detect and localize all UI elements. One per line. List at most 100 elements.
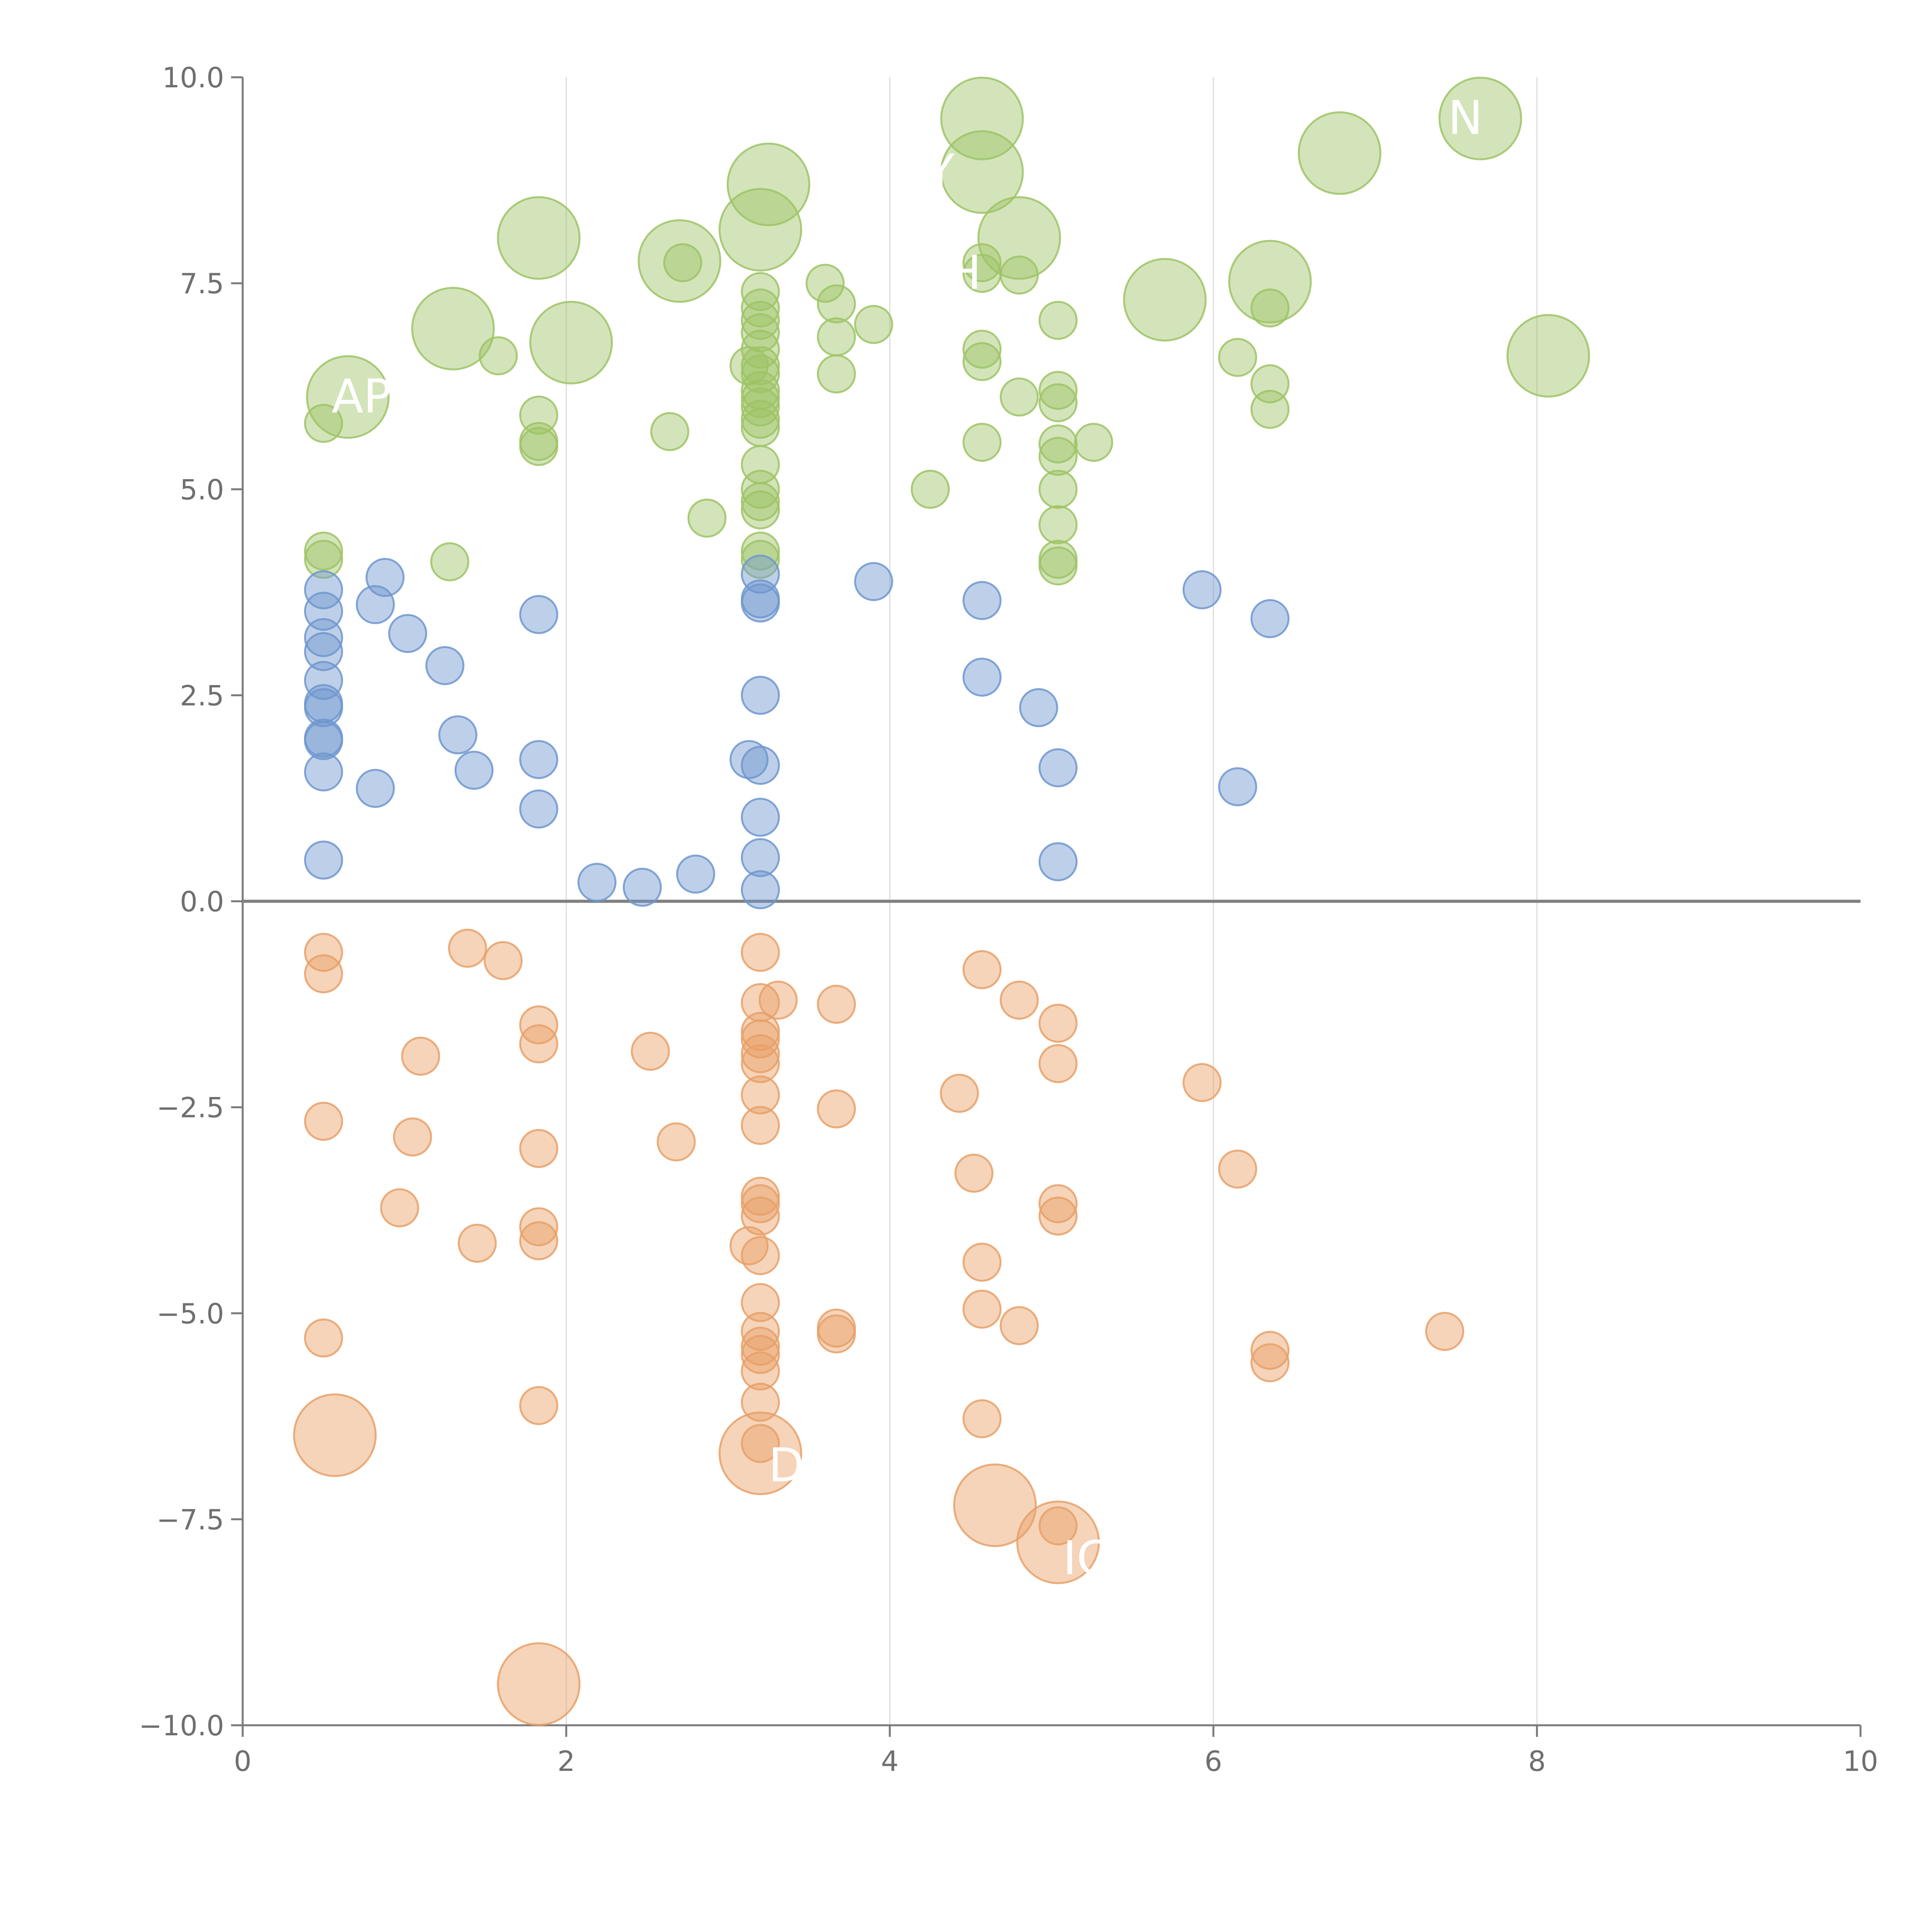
green-bubble <box>1038 383 1078 422</box>
x-tick-label: 10 <box>1843 1745 1878 1777</box>
green-bubble <box>1250 288 1290 328</box>
orange-bubble <box>519 1024 558 1063</box>
green-bubble <box>718 188 802 272</box>
orange-bubble <box>741 1351 780 1391</box>
orange-bubble <box>962 950 1002 989</box>
orange-bubble <box>817 985 856 1024</box>
orange-bubble <box>962 1243 1002 1282</box>
green-bubble <box>1000 377 1039 417</box>
orange-bubble <box>759 980 798 1020</box>
orange-bubble <box>1218 1150 1257 1189</box>
orange-bubble <box>304 933 343 972</box>
orange-bubble <box>718 1412 802 1495</box>
orange-bubble <box>401 1036 440 1076</box>
blue-bubble <box>304 752 343 792</box>
orange-bubble <box>741 1044 780 1083</box>
green-bubble <box>910 469 950 509</box>
blue-bubble <box>741 798 780 837</box>
orange-bubble <box>940 1073 979 1113</box>
green-bubble <box>1038 424 1078 464</box>
orange-bubble <box>1000 1306 1039 1345</box>
green-bubble <box>304 404 343 443</box>
green-bubble <box>529 301 613 384</box>
orange-bubble <box>817 1089 856 1129</box>
orange-bubble <box>519 1386 558 1425</box>
green-bubble <box>730 346 769 385</box>
green-bubble <box>663 243 702 282</box>
bubble-label: D <box>769 1439 804 1492</box>
green-bubble <box>1218 338 1257 377</box>
green-bubble <box>977 196 1061 280</box>
green-bubble <box>1506 314 1590 398</box>
green-bubble <box>1438 77 1522 160</box>
tick-labels: 10.0 7.5 5.0 2.5 0.0 −2.5 −5.0 −7.5 −10.0 0 2 4 6 8 10 <box>139 61 1878 1777</box>
orange-bubble <box>741 1106 780 1145</box>
orange-bubble <box>1250 1331 1290 1370</box>
blue-bubble <box>388 614 427 653</box>
x-tick-label: 6 <box>1204 1745 1222 1777</box>
orange-bubble <box>519 1207 558 1247</box>
blue-bubble <box>304 721 343 760</box>
green-bubble <box>1250 389 1290 429</box>
blue-bubble <box>304 618 343 657</box>
orange-bubble <box>954 1153 994 1193</box>
orange-bubble <box>741 1383 780 1422</box>
green-bubble <box>411 287 495 371</box>
y-tick-label: −7.5 <box>156 1503 224 1536</box>
green-bubble <box>1038 437 1078 476</box>
blue-bubble <box>962 657 1002 697</box>
blue-bubble <box>304 632 343 671</box>
green-bubble <box>817 284 856 323</box>
green-bubble <box>497 196 581 280</box>
blue-bubble <box>622 867 662 907</box>
bubble-label: H <box>946 247 981 300</box>
orange-bubble <box>741 1312 780 1351</box>
x-tick-label: 4 <box>881 1745 899 1777</box>
green-bubble <box>817 354 856 394</box>
orange-bubble <box>519 1129 558 1168</box>
bubble-label: N <box>1448 92 1483 145</box>
green-bubble <box>741 408 780 447</box>
orange-bubble <box>1038 1506 1078 1546</box>
green-bubble <box>741 490 780 530</box>
blue-bubble <box>1019 688 1058 727</box>
blue-bubble <box>304 840 343 880</box>
orange-bubble <box>1000 980 1039 1020</box>
blue-bubble <box>741 870 780 910</box>
green-bubble <box>726 143 810 226</box>
orange-bubble <box>497 1642 581 1726</box>
orange-bubble <box>741 1283 780 1322</box>
orange-bubble <box>741 1335 780 1374</box>
green-bubble <box>940 77 1024 160</box>
y-tick-label: 2.5 <box>180 679 224 712</box>
green-bubble <box>805 264 845 303</box>
orange-bubble <box>741 1424 780 1463</box>
blue-bubble <box>741 838 780 877</box>
x-tick-label: 0 <box>234 1745 252 1777</box>
orange-bubble <box>741 933 780 972</box>
green-bubble <box>741 540 780 579</box>
green-bubble <box>519 427 558 466</box>
green-bubble <box>430 542 469 582</box>
green-bubble <box>1074 423 1113 462</box>
bubble-labels: AP AY H N IC D <box>332 92 1483 1586</box>
orange-bubble <box>1038 1196 1078 1236</box>
green-bubble <box>741 301 780 340</box>
green-bubble <box>1038 546 1078 586</box>
orange-bubble <box>1250 1343 1290 1383</box>
orange-bubble <box>741 1196 780 1236</box>
green-bubble <box>854 305 893 344</box>
bubble-label: AY <box>898 145 955 199</box>
green-bubble <box>304 531 343 571</box>
green-bubble <box>1038 469 1078 509</box>
blue-bubble <box>425 646 464 685</box>
green-bubble <box>962 423 1002 462</box>
green-bubble <box>962 342 1002 381</box>
orange-bubble <box>1425 1312 1464 1351</box>
green-bubble <box>741 272 780 311</box>
orange-bubble <box>1016 1500 1100 1584</box>
orange-bubble <box>631 1032 670 1071</box>
orange-bubble <box>304 954 343 993</box>
blue-bubble <box>454 750 494 790</box>
